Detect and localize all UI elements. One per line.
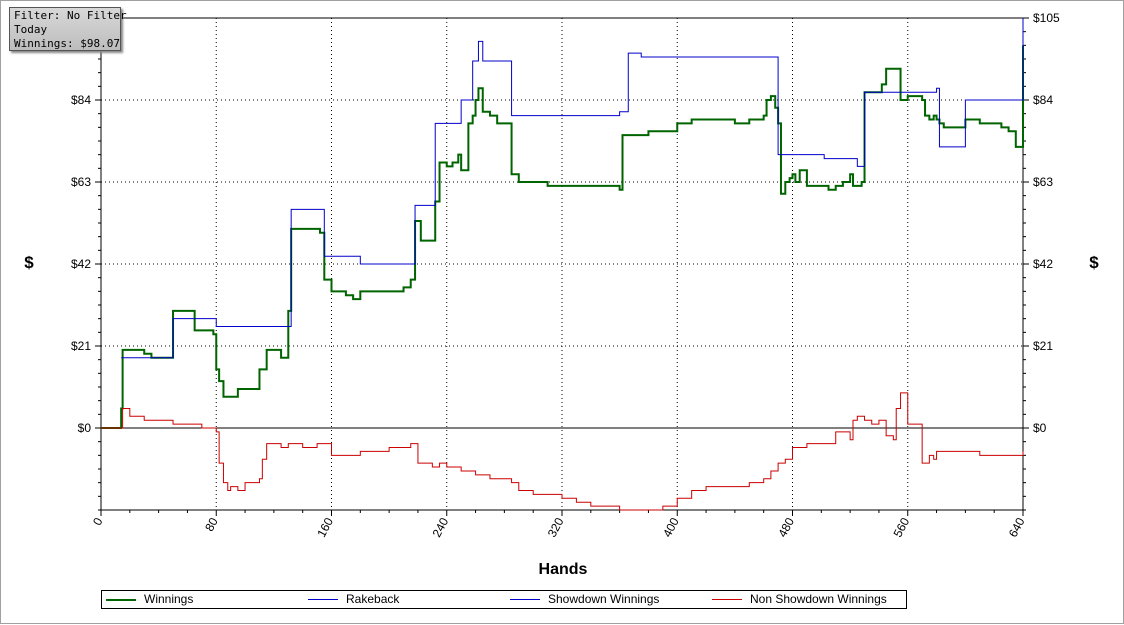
y-tick-label-right: $0 (1033, 421, 1047, 435)
y-tick-label-left: $42 (71, 257, 91, 271)
x-tick-label: 0 (90, 515, 106, 528)
legend-swatch-showdown-winnings (510, 599, 540, 600)
x-tick-label: 480 (775, 515, 797, 540)
filter-label: Filter: No Filter (14, 9, 127, 22)
y-tick-label-right: $105 (1033, 11, 1060, 25)
x-tick-label: 320 (545, 515, 567, 540)
series-line-winnings (101, 45, 1024, 429)
legend-label-showdown-winnings: Showdown Winnings (548, 592, 660, 606)
legend-swatch-winnings (106, 599, 136, 601)
legend: Winnings Rakeback Showdown Winnings Non … (101, 590, 907, 609)
series-line-rakeback (121, 18, 1024, 359)
filter-info-box: Filter: No Filter Today Winnings: $98.07 (9, 7, 127, 51)
legend-label-rakeback: Rakeback (346, 592, 400, 606)
winnings-total-label: Winnings: $98.07 (14, 37, 120, 50)
y-tick-label-right: $42 (1033, 257, 1053, 271)
series-line-non-showdown-winnings (101, 392, 1024, 511)
x-tick-label: 80 (202, 515, 221, 534)
y-axis-title-left: $ (24, 253, 34, 272)
legend-label-winnings: Winnings (144, 592, 194, 606)
y-tick-label-left: $63 (71, 175, 91, 189)
y-tick-label-right: $84 (1033, 93, 1053, 107)
series-lines (101, 18, 1024, 511)
y-tick-label-left: $84 (71, 93, 91, 107)
x-tick-label: 240 (430, 515, 452, 540)
x-tick-label: 560 (891, 515, 913, 540)
y-tick-label-left: $21 (71, 339, 91, 353)
legend-swatch-non-showdown-winnings (712, 599, 742, 600)
x-tick-label: 160 (314, 515, 336, 540)
y-axis-title-right: $ (1089, 253, 1099, 272)
y-tick-label-right: $63 (1033, 175, 1053, 189)
legend-swatch-rakeback (308, 599, 338, 600)
y-tick-label-left: $0 (78, 421, 92, 435)
grid-lines (101, 18, 1023, 510)
x-tick-label: 640 (1006, 515, 1028, 540)
x-axis-title: Hands (538, 561, 588, 578)
period-label: Today (14, 23, 48, 36)
x-tick-label: 400 (660, 515, 682, 540)
legend-label-non-showdown-winnings: Non Showdown Winnings (750, 592, 887, 606)
y-tick-label-right: $21 (1033, 339, 1053, 353)
